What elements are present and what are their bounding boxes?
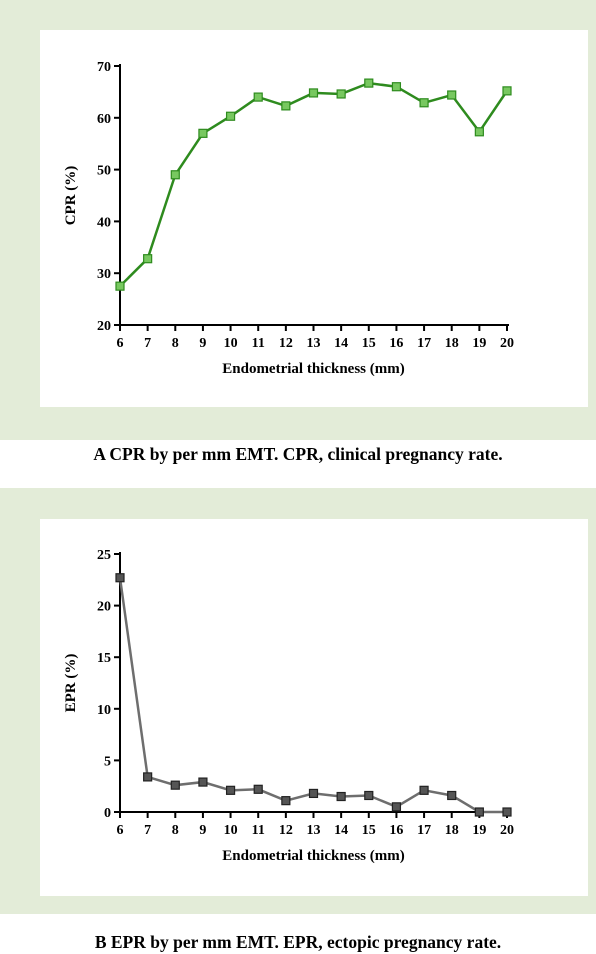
chart-b-data-point [364, 790, 374, 801]
chart-a-data-point [364, 78, 374, 88]
chart-b-epr: 0 5 10 15 20 25 6 7 8 9 10 11 12 13 14 15 16 17 18 19 20 Endo… [63, 548, 514, 864]
chart-b-data-point [447, 790, 457, 801]
chart-b-y-tick-label: 25 [97, 548, 111, 563]
chart-a-x-tick-label: 17 [417, 336, 431, 351]
chart-a-data-point [225, 111, 236, 121]
chart-b-data-point [419, 785, 429, 795]
chart-b-data-point [281, 796, 291, 806]
chart-b-x-tick-label: 16 [389, 823, 403, 838]
caption-b: B EPR by per mm EMT. EPR, ectopic pregna… [94, 932, 502, 952]
chart-a-x-tick-label: 12 [279, 336, 293, 351]
chart-a-data-point [419, 98, 429, 108]
chart-b-data-point [198, 777, 208, 787]
chart-a-y-tick-label: 70 [97, 60, 111, 75]
chart-a-x-tick-label: 10 [224, 336, 238, 351]
chart-a-cpr: 20 30 40 50 60 70 6 7 8 9 10 11 12 13 14 15 16 17 18 19 20 En… [63, 60, 514, 377]
chart-b-y-tick-label: 5 [104, 754, 111, 769]
chart-b-x-tick-label: 15 [362, 823, 376, 838]
chart-b-data-point [225, 785, 236, 795]
chart-a-data-point [115, 281, 125, 291]
chart-a-x-tick-label: 7 [144, 336, 151, 351]
chart-a-x-tick-label: 20 [500, 336, 514, 351]
chart-a-x-tick-label: 9 [199, 336, 206, 351]
chart-b-x-tick-label: 20 [500, 823, 514, 838]
chart-a-x-tick-label: 16 [389, 336, 403, 351]
chart-b-y-tick-label: 20 [97, 600, 111, 615]
chart-a-x-tick-label: 18 [445, 336, 459, 351]
chart-b-x-tick-label: 12 [279, 823, 293, 838]
chart-b-data-point [115, 573, 125, 583]
chart-b-y-tick-label: 15 [97, 651, 111, 666]
chart-a-data-point [170, 170, 180, 180]
chart-a-x-tick-label: 14 [334, 336, 348, 351]
chart-a-x-tick-label: 6 [117, 336, 124, 351]
chart-a-y-axis-title: CPR (%) [63, 166, 79, 226]
chart-b-x-tick-label: 8 [172, 823, 179, 838]
chart-a-y-tick-label: 30 [97, 267, 111, 282]
chart-b-x-tick-label: 19 [472, 823, 486, 838]
chart-a-data-point [502, 86, 512, 96]
chart-b-x-tick-label: 13 [307, 823, 321, 838]
chart-a-data-point [143, 254, 153, 264]
chart-a-data-point [474, 127, 484, 137]
chart-a-data-point [447, 90, 457, 100]
chart-a-data-point [198, 128, 208, 138]
chart-a-y-tick-label: 50 [97, 164, 111, 179]
chart-b-series-line [118, 577, 507, 814]
chart-b-x-tick-label: 14 [334, 823, 348, 838]
chart-a-y-tick-label: 60 [97, 112, 111, 127]
chart-b-x-tick-label: 11 [252, 823, 265, 838]
chart-b-x-tick-label: 17 [417, 823, 431, 838]
chart-a-y-tick-label: 40 [97, 215, 111, 230]
chart-b-data-point [502, 807, 512, 817]
chart-b-data-point [170, 780, 180, 790]
chart-b-y-axis-title: EPR (%) [63, 654, 79, 713]
chart-a-data-point [281, 101, 291, 111]
chart-b-data-point [253, 784, 263, 794]
chart-a-x-tick-label: 19 [472, 336, 486, 351]
chart-a-x-tick-label: 11 [252, 336, 265, 351]
chart-a-x-tick-label: 13 [307, 336, 321, 351]
chart-a-x-tick-label: 15 [362, 336, 376, 351]
chart-b-data-point [143, 772, 153, 782]
chart-a-data-point [308, 88, 319, 98]
chart-b-data-point [308, 788, 319, 799]
chart-b-x-tick-label: 7 [144, 823, 151, 838]
chart-b-x-axis-title: Endometrial thickness (mm) [222, 848, 405, 864]
chart-b-y-tick-label: 0 [104, 806, 111, 821]
chart-b-x-tick-label: 10 [224, 823, 238, 838]
chart-a-x-tick-label: 8 [172, 336, 179, 351]
chart-b-data-point [336, 791, 346, 802]
chart-a-x-axis-title: Endometrial thickness (mm) [222, 361, 405, 377]
caption-a: A CPR by per mm EMT. CPR, clinical pregn… [93, 444, 503, 464]
chart-a-data-point [253, 92, 263, 102]
chart-a-data-point [391, 82, 402, 92]
chart-b-area [40, 519, 588, 896]
chart-b-x-tick-label: 9 [199, 823, 206, 838]
chart-b-x-tick-label: 18 [445, 823, 459, 838]
chart-a-y-tick-label: 20 [97, 319, 111, 334]
chart-b-y-tick-label: 10 [97, 703, 111, 718]
chart-b-data-point [391, 802, 402, 812]
chart-b-x-tick-label: 6 [117, 823, 124, 838]
chart-a-data-point [336, 89, 346, 99]
chart-b-data-point [474, 807, 484, 817]
